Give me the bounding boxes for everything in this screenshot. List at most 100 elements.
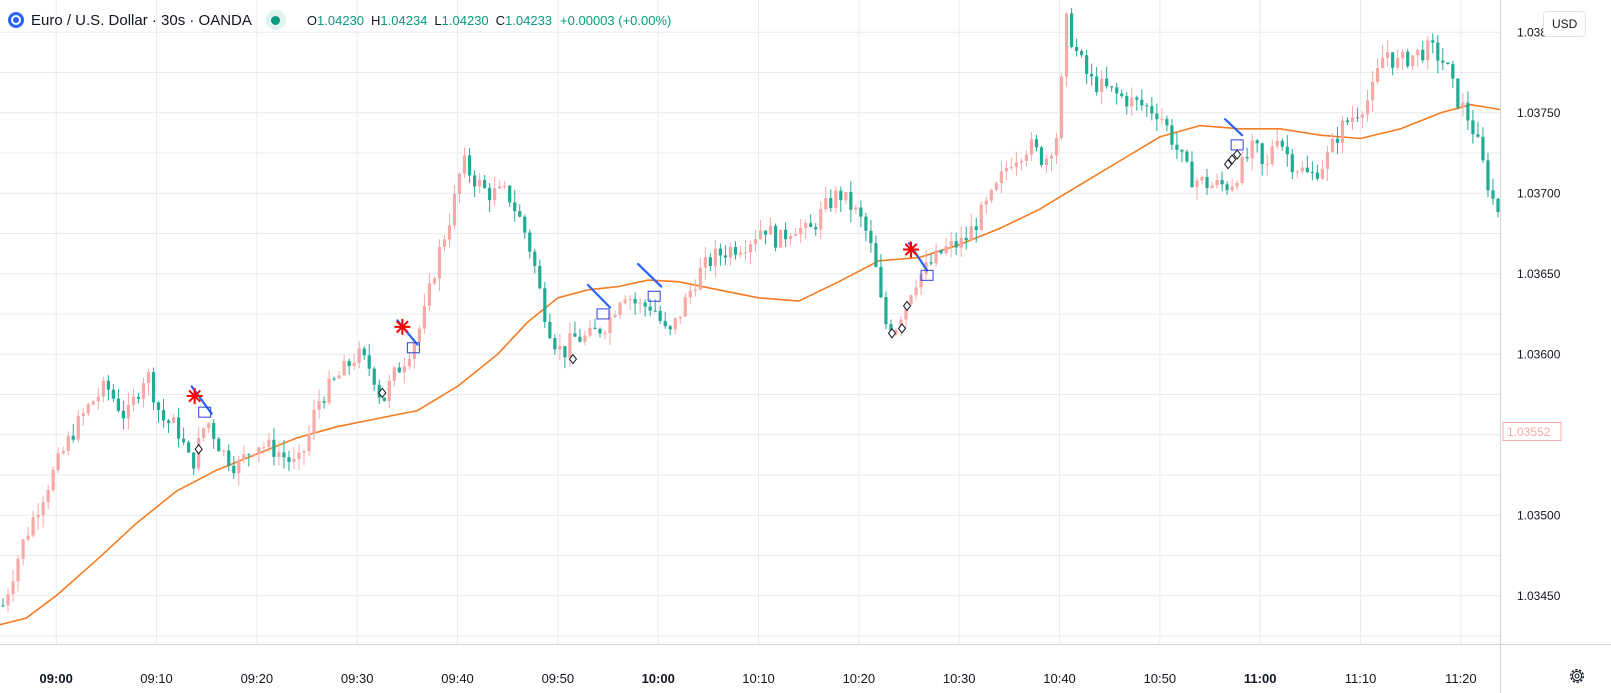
- candle-body: [377, 384, 381, 398]
- candle-body: [367, 355, 371, 369]
- candle-body: [718, 248, 723, 256]
- candle-body: [949, 241, 953, 247]
- tradingview-globe-icon[interactable]: [8, 12, 24, 28]
- candle-body: [422, 305, 427, 329]
- candle-body: [1441, 60, 1445, 63]
- candle-body: [1421, 49, 1425, 61]
- candle-body: [814, 227, 818, 230]
- candle-body: [758, 230, 763, 240]
- candle-body: [1260, 143, 1264, 165]
- candle-body: [1150, 106, 1154, 114]
- candle-body: [1486, 160, 1490, 191]
- candle-body: [357, 348, 361, 363]
- candle-body: [342, 361, 346, 376]
- candle-body: [708, 257, 712, 267]
- y-tick-label: 1.03750: [1517, 106, 1561, 120]
- candle-body: [1381, 57, 1385, 69]
- candle-body: [21, 539, 25, 559]
- candle-body: [1431, 40, 1435, 43]
- candle-body: [658, 310, 662, 321]
- symbol-title[interactable]: Euro / U.S. Dollar · 30s · OANDA: [31, 11, 252, 29]
- candle-body: [1165, 118, 1169, 126]
- last-price-label: 1.03552: [1507, 425, 1551, 439]
- candle-body: [1340, 120, 1345, 143]
- candle-body: [874, 243, 878, 267]
- candle-body: [668, 326, 672, 330]
- candle-body: [1476, 134, 1480, 137]
- candle-body: [287, 457, 291, 463]
- candle-body: [1330, 138, 1335, 153]
- candle-body: [1295, 171, 1299, 173]
- signal-box-marker: [920, 269, 934, 281]
- candle-body: [262, 446, 266, 448]
- candle-body: [61, 450, 65, 454]
- candle-body: [46, 490, 50, 503]
- candle-body: [508, 185, 512, 203]
- candle-body: [1270, 146, 1274, 164]
- candle-body: [1230, 186, 1234, 191]
- candle-body: [1391, 52, 1395, 68]
- candle-body: [974, 226, 978, 230]
- currency-button[interactable]: USD: [1543, 11, 1587, 37]
- candle-body: [1080, 51, 1084, 56]
- candle-body: [1275, 140, 1279, 147]
- close-value: 1.04233: [505, 12, 553, 28]
- candle-body: [11, 581, 15, 595]
- candle-body: [1014, 162, 1018, 168]
- candle-body: [583, 335, 587, 342]
- candle-body: [603, 332, 607, 334]
- candle-body: [1085, 55, 1089, 74]
- candle-body: [1300, 167, 1304, 172]
- candle-body: [879, 266, 883, 298]
- candle-body: [402, 366, 406, 373]
- signal-diamond-marker: [1232, 149, 1242, 160]
- candle-body: [282, 452, 286, 458]
- market-status-indicator[interactable]: [265, 10, 286, 30]
- candle-body: [1461, 102, 1465, 108]
- candle-body: [437, 246, 442, 279]
- candle-body: [1280, 140, 1284, 147]
- candle-body: [347, 361, 351, 367]
- candle-body: [362, 348, 366, 356]
- candle-body: [1220, 179, 1224, 185]
- candle-body: [588, 327, 592, 336]
- candle-body: [146, 372, 151, 384]
- x-tick-label: 10:20: [843, 671, 876, 686]
- candle-body: [1481, 136, 1485, 161]
- candle-body: [1205, 176, 1209, 189]
- candle-body: [738, 252, 743, 255]
- candle-body: [1195, 180, 1199, 188]
- candle-body: [1140, 99, 1144, 106]
- candle-body: [407, 359, 411, 367]
- candle-body: [773, 225, 778, 248]
- candle-body: [753, 239, 758, 245]
- candle-body: [1406, 51, 1410, 67]
- candle-body: [638, 302, 642, 304]
- candle-body: [1305, 167, 1309, 172]
- close-label: C: [495, 12, 506, 28]
- candle-body: [1160, 118, 1164, 120]
- candle-body: [171, 417, 176, 423]
- candle-body: [1190, 161, 1194, 188]
- candle-body: [839, 190, 843, 201]
- candle-body: [1471, 120, 1475, 135]
- candle-body: [914, 287, 918, 296]
- candle-body: [136, 396, 141, 399]
- settings-gear-icon[interactable]: [1568, 667, 1586, 685]
- signal-diamond-marker: [194, 443, 203, 455]
- candle-body: [1185, 151, 1189, 162]
- x-tick-label: 10:40: [1043, 671, 1076, 686]
- candle-body: [1436, 42, 1440, 61]
- candle-body: [227, 450, 231, 466]
- candle-body: [277, 452, 281, 457]
- candle-body: [1009, 167, 1013, 169]
- candle-body: [598, 328, 602, 334]
- x-tick-label: 09:30: [341, 671, 374, 686]
- candle-body: [1290, 154, 1294, 173]
- candle-body: [1345, 120, 1350, 123]
- signal-star-stroke: [188, 389, 202, 403]
- candle-body: [518, 211, 522, 217]
- candle-body: [789, 235, 793, 240]
- x-tick-label: 11:20: [1445, 671, 1477, 686]
